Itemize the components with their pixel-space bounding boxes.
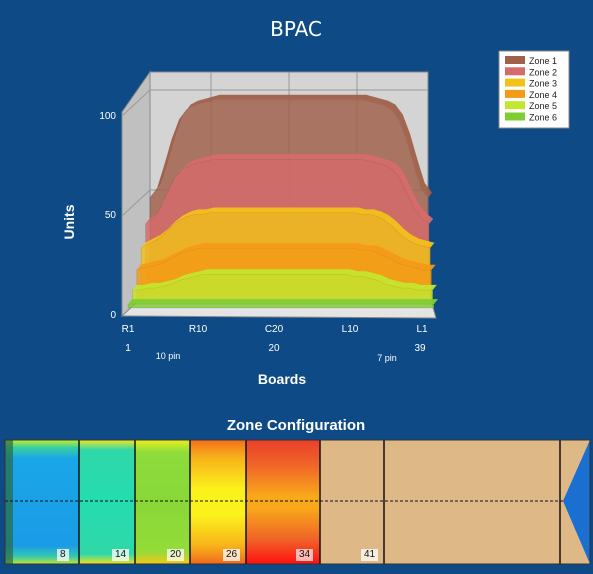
y-tick-label: 100 — [99, 111, 116, 122]
legend-swatch — [505, 112, 525, 121]
x-subtick-label: 20 — [268, 343, 280, 354]
lane-arrow-icon — [563, 440, 590, 564]
y-tick-label: 50 — [105, 210, 117, 221]
pin-label: 10 pin — [156, 351, 181, 361]
lane-edge — [5, 440, 13, 564]
x-subtick-label: 1 — [125, 343, 131, 354]
zone-config-title: Zone Configuration — [227, 417, 365, 434]
zone-end-label-4: 26 — [223, 549, 241, 561]
legend-entry: Zone 4 — [529, 90, 557, 100]
zone-strip-2 — [79, 440, 135, 564]
x-tick-label: C20 — [265, 324, 284, 335]
zone-end-label-2: 14 — [112, 549, 130, 561]
series-top-5 — [132, 269, 437, 290]
zone-strip-5 — [246, 440, 320, 564]
series-layer — [127, 94, 438, 309]
zone-config-lane — [4, 439, 591, 565]
pin-label: 7 pin — [377, 353, 397, 363]
legend-entry: Zone 1 — [529, 56, 557, 66]
x-tick-label: L10 — [342, 324, 359, 335]
chart-title: BPAC — [270, 17, 322, 41]
x-axis-label: Boards — [258, 371, 306, 387]
x-subtick-label: 39 — [414, 343, 426, 354]
zone-strip-4 — [190, 440, 246, 564]
axis-layer: 0 50 100 R1 R10 C20 L10 L1 1 20 39 10 pin 7 pin — [99, 111, 428, 363]
legend-entry: Zone 2 — [529, 67, 557, 77]
zone-end-label-1: 8 — [57, 549, 69, 561]
zone-end-label-3: 20 — [167, 549, 185, 561]
legend-swatch — [505, 89, 525, 98]
series-top-4 — [136, 243, 436, 270]
legend-swatch — [505, 67, 525, 76]
zone-strip-1 — [5, 440, 79, 564]
legend-entry: Zone 6 — [529, 113, 557, 123]
zone-end-label-6: 41 — [361, 549, 379, 561]
y-tick-label: 0 — [110, 310, 116, 321]
zone-end-label-5: 34 — [296, 549, 314, 561]
legend-entry: Zone 5 — [529, 101, 557, 111]
legend-entry: Zone 3 — [529, 79, 557, 89]
legend-swatch — [505, 101, 525, 110]
legend-swatch — [505, 56, 525, 64]
gridline — [121, 189, 151, 217]
x-tick-label: L1 — [416, 324, 428, 335]
x-tick-label: R10 — [189, 324, 208, 335]
series-zone-6 — [127, 303, 435, 309]
legend-swatch — [505, 78, 525, 87]
series-top-6 — [128, 299, 438, 305]
zone-strip-3 — [135, 440, 190, 564]
gridline — [121, 89, 151, 117]
x-tick-label: R1 — [122, 324, 135, 335]
y-axis-label: Units — [61, 204, 77, 239]
